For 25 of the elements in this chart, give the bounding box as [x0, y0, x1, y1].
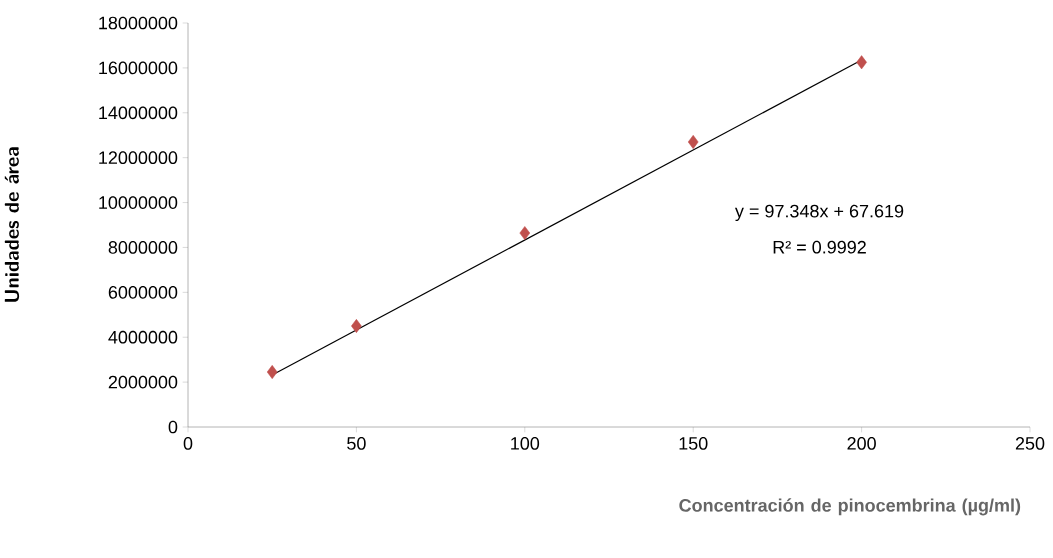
annotation: R² = 0.9992	[773, 240, 866, 254]
y-tick-label: 16000000	[99, 61, 178, 75]
x-tick-label: 200	[847, 437, 876, 450]
point	[519, 226, 531, 241]
y-tick-label: 12000000	[99, 151, 178, 165]
y-tick-label: 4000000	[108, 330, 178, 344]
x-tick-label: 250	[1015, 437, 1045, 450]
point	[856, 55, 867, 70]
y-tick-label: 14000000	[99, 106, 178, 120]
y-tick-label: 2000000	[108, 375, 178, 389]
y-axis-title: Unidades de área	[4, 147, 20, 302]
point	[687, 135, 699, 149]
y-tick-label: 0	[168, 420, 178, 434]
y-tick-label: 8000000	[108, 241, 178, 254]
y-tick-label: 18000000	[99, 16, 178, 30]
y-tick-label: 6000000	[108, 285, 178, 299]
point	[266, 365, 278, 379]
x-tick-label: 150	[679, 437, 708, 450]
x-tick-label: 50	[347, 437, 366, 450]
annotation: y = 97.348x + 67.619	[734, 204, 904, 222]
x-axis-title: Concentración de pinocembrina (µg/ml)	[679, 498, 1021, 516]
y-tick-label: 10000000	[99, 196, 178, 209]
point	[351, 319, 362, 333]
x-tick-label: 100	[511, 437, 540, 450]
x-tick-label: 0	[183, 437, 193, 450]
